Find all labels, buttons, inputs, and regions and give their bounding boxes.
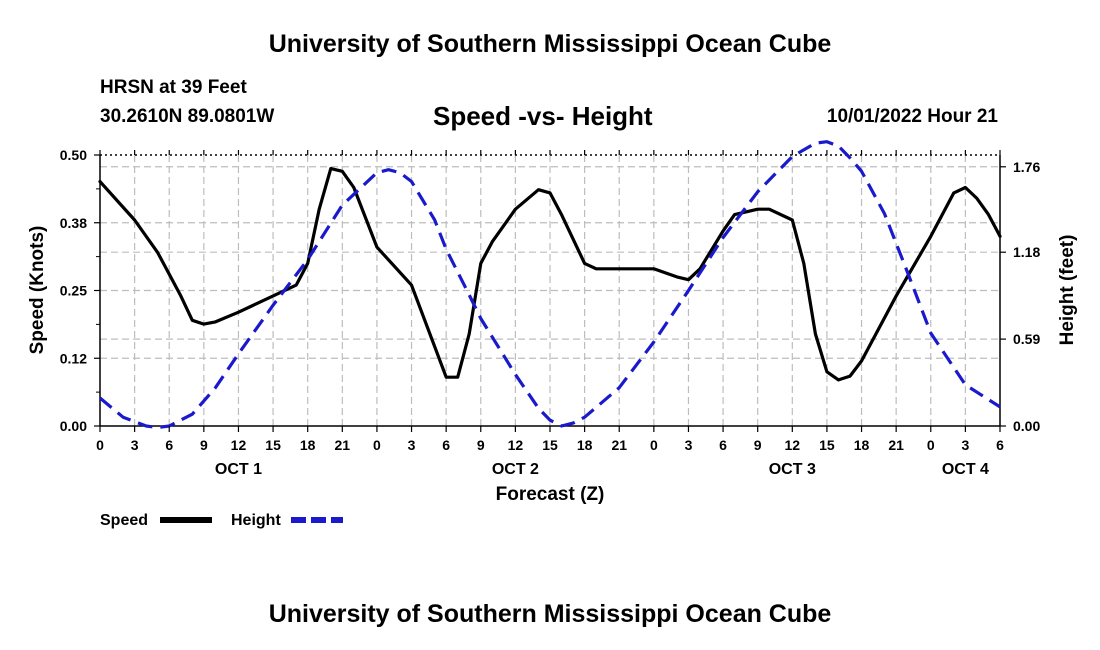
legend-height-label: Height [231,512,281,529]
x-tick-label: 18 [300,437,316,453]
page-title: University of Southern Mississippi Ocean… [268,30,832,58]
footer-title: University of Southern Mississippi Ocean… [268,600,832,628]
x-tick-label: 12 [508,437,524,453]
y2-tick-label: 1.76 [1013,159,1040,175]
y-tick-label: 0.38 [60,215,87,231]
x-tick-label: 15 [265,437,281,453]
x-tick-label: 21 [888,437,904,453]
x-tick-label: 9 [200,437,208,453]
x-tick-label: 0 [927,437,935,453]
y-tick-label: 0.50 [60,147,87,163]
x-tick-label: 3 [961,437,969,453]
x-tick-label: 21 [335,437,351,453]
y2-tick-label: 0.59 [1013,331,1040,347]
x-tick-label: 12 [231,437,247,453]
x-tick-label: 0 [650,437,658,453]
x-tick-label: 15 [542,437,558,453]
x-day-label: OCT 4 [942,461,989,478]
x-tick-label: 21 [611,437,627,453]
y-tick-label: 0.12 [60,350,87,366]
speed-height-chart: 0 3 6 9 12 15 18 21 0 3 6 9 12 15 18 21 0 3 6 9 12 15 18 21 0 3 6O… [27,140,1078,529]
x-day-label: OCT 1 [215,461,262,478]
x-tick-label: 12 [785,437,801,453]
y-axis-label: Speed (Knots) [27,226,48,355]
x-tick-label: 6 [165,437,173,453]
station-label: HRSN at 39 Feet [100,77,247,98]
x-tick-label: 3 [131,437,139,453]
x-tick-label: 15 [819,437,835,453]
x-tick-label: 0 [373,437,381,453]
y-tick-label: 0.00 [60,418,87,434]
chart-subtitle: Speed -vs- Height [433,101,653,131]
x-tick-label: 6 [996,437,1004,453]
x-tick-label: 6 [442,437,450,453]
x-axis-label: Forecast (Z) [496,484,605,505]
station-coordinates: 30.2610N 89.0801W [100,106,275,127]
height-series-line [98,140,1001,430]
legend-speed-label: Speed [100,512,148,529]
y2-tick-label: 1.18 [1013,244,1040,260]
x-tick-label: 3 [685,437,693,453]
y-tick-label: 0.25 [60,283,87,299]
x-tick-label: 3 [408,437,416,453]
y2-tick-label: 0.00 [1013,418,1040,434]
x-day-label: OCT 2 [492,461,539,478]
x-tick-label: 6 [719,437,727,453]
x-day-label: OCT 3 [769,461,816,478]
x-tick-label: 9 [754,437,762,453]
x-tick-label: 18 [577,437,593,453]
y2-axis-label: Height (feet) [1057,235,1078,346]
x-tick-label: 9 [477,437,485,453]
x-tick-label: 0 [96,437,104,453]
x-tick-label: 18 [854,437,870,453]
forecast-datetime: 10/01/2022 Hour 21 [826,106,998,127]
